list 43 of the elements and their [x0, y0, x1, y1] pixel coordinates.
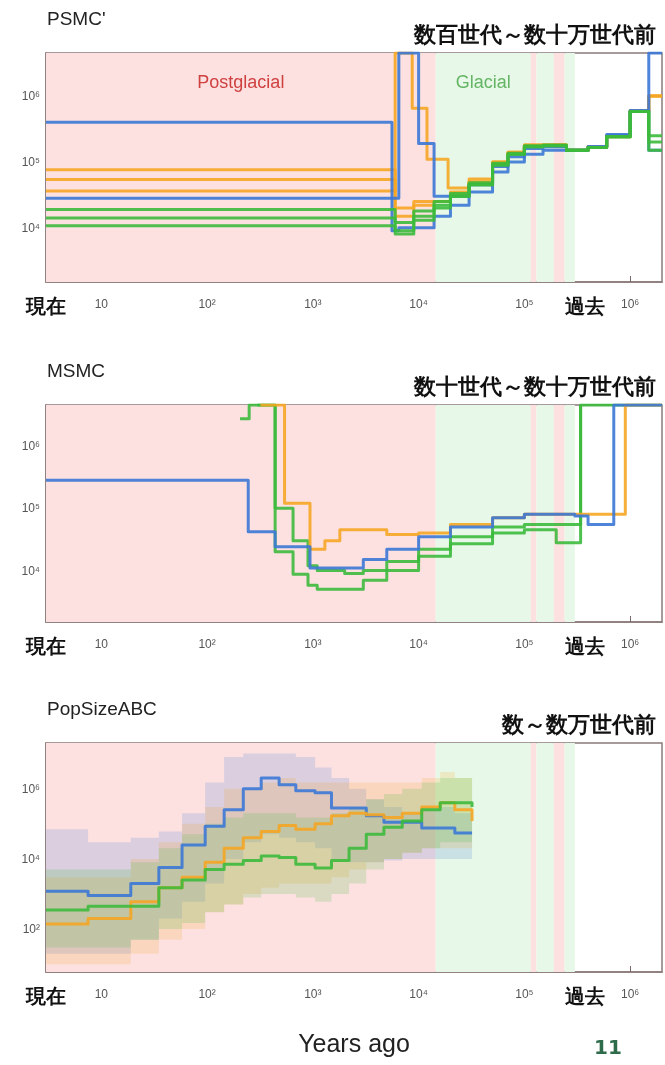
text: 現在 [25, 294, 66, 318]
y-tick-label: 10⁴ [21, 220, 40, 235]
x-tick-label: 10² [198, 637, 216, 651]
text: 過去 [564, 984, 605, 1008]
x-tick-label: 10³ [304, 637, 322, 651]
x-tick-label: 10⁵ [515, 987, 534, 1001]
y-tick-label: 10⁵ [21, 501, 41, 516]
x-tick-label: 10⁵ [515, 297, 534, 311]
x-tick-label: 10⁴ [409, 637, 428, 651]
text: 過去 [564, 634, 605, 658]
y-tick-label: 10⁶ [21, 89, 41, 104]
y-tick-label: 10⁶ [21, 438, 41, 453]
x-tick-label: 10² [198, 297, 216, 311]
x-tick-label: 10⁶ [621, 297, 640, 311]
band-label: Glacial [455, 72, 511, 92]
chart-subtitle: 数百世代～数十万世代前 [413, 21, 656, 47]
x-tick-label: 10³ [304, 987, 322, 1001]
chart-title: MSMC [47, 360, 106, 381]
text: 過去 [564, 294, 605, 318]
x-axis-title: Years ago [298, 1028, 410, 1057]
band-label: Postglacial [197, 72, 285, 92]
x-tick-label: 10⁶ [621, 987, 640, 1001]
y-tick-label: 10⁴ [21, 563, 40, 578]
x-tick-label: 10⁴ [409, 297, 428, 311]
x-tick-label: 10 [94, 637, 109, 651]
chart-title: PopSizeABC [47, 698, 157, 719]
text: 現在 [25, 984, 66, 1008]
x-tick-label: 10 [94, 987, 109, 1001]
x-tick-label: 10³ [304, 297, 322, 311]
y-tick-label: 10⁴ [21, 851, 40, 866]
y-tick-label: 10⁶ [21, 781, 41, 796]
y-tick-label: 10⁵ [21, 154, 41, 169]
chart-subtitle: 数～数万世代前 [501, 711, 656, 737]
chart-subtitle: 数十世代～数十万世代前 [413, 373, 656, 399]
x-tick-label: 10 [94, 297, 109, 311]
chart-title: PSMC' [47, 8, 106, 29]
x-tick-label: 10⁴ [409, 987, 428, 1001]
x-tick-label: 10⁶ [621, 637, 640, 651]
text: 現在 [25, 634, 66, 658]
x-tick-label: 10⁵ [515, 637, 534, 651]
y-tick-label: 10² [22, 922, 40, 937]
text: 11 [594, 1035, 622, 1059]
x-tick-label: 10² [198, 987, 216, 1001]
